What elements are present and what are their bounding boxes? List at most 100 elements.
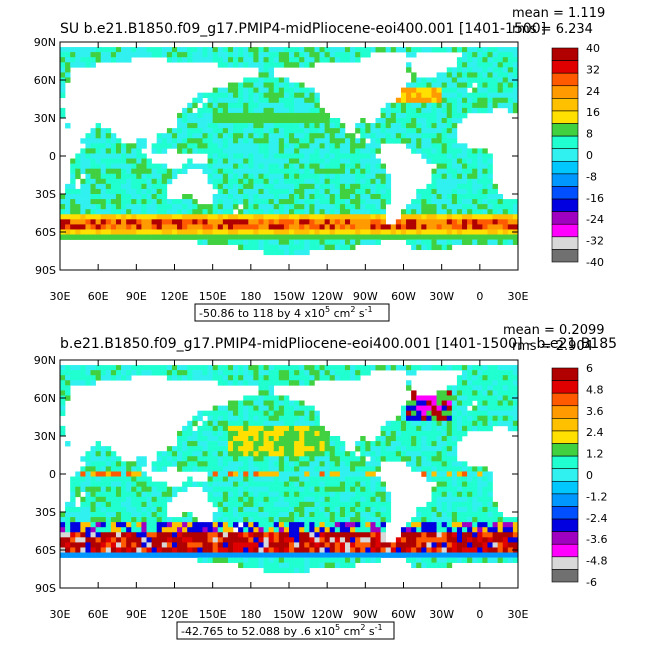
map-cell xyxy=(487,375,493,381)
map-cell xyxy=(268,456,275,462)
map-cell xyxy=(227,466,234,472)
map-cell xyxy=(385,128,392,134)
map-cell xyxy=(446,385,453,391)
map-cell xyxy=(222,471,229,477)
map-cell xyxy=(441,461,448,467)
map-cell xyxy=(390,112,397,119)
map-cell xyxy=(294,133,300,139)
map-cell xyxy=(512,219,519,225)
map-cell xyxy=(289,229,295,235)
map-cell xyxy=(380,178,386,185)
map-cell xyxy=(329,527,336,533)
map-cell xyxy=(507,420,514,427)
map-cell xyxy=(156,456,163,462)
map-cell xyxy=(482,385,488,391)
map-cell xyxy=(263,97,269,104)
map-cell xyxy=(207,214,213,220)
map-cell xyxy=(115,214,122,220)
map-cell xyxy=(278,107,285,114)
map-cell xyxy=(472,415,478,422)
map-cell xyxy=(329,491,336,498)
map-cell xyxy=(304,118,310,124)
map-cell xyxy=(390,547,397,553)
map-cell xyxy=(431,415,437,422)
map-cell xyxy=(151,219,157,225)
map-cell xyxy=(207,107,213,114)
map-cell xyxy=(451,118,458,124)
map-cell xyxy=(263,87,269,93)
map-cell xyxy=(385,430,392,437)
map-cell xyxy=(289,82,295,88)
map-cell xyxy=(462,506,468,513)
map-cell xyxy=(278,420,285,427)
map-cell xyxy=(365,123,371,129)
map-cell xyxy=(462,188,468,195)
map-cell xyxy=(487,390,493,396)
map-cell xyxy=(289,405,295,411)
map-cell xyxy=(482,219,488,225)
map-cell xyxy=(263,219,269,225)
map-cell xyxy=(126,173,132,180)
map-cell xyxy=(253,178,259,185)
map-cell xyxy=(477,466,483,472)
map-cell xyxy=(334,466,341,472)
map-cell xyxy=(278,188,285,195)
y-tick-label: 90N xyxy=(34,36,56,49)
map-cell xyxy=(105,456,112,462)
map-cell xyxy=(217,415,224,422)
map-cell xyxy=(299,380,305,386)
map-cell xyxy=(477,168,483,175)
map-cell xyxy=(436,128,442,134)
map-cell xyxy=(370,451,376,457)
map-cell xyxy=(146,219,152,225)
map-cell xyxy=(90,370,96,376)
map-cell xyxy=(294,188,300,195)
map-cell xyxy=(146,491,152,498)
map-cell xyxy=(100,506,107,513)
map-cell xyxy=(344,163,351,169)
map-cell xyxy=(100,148,107,154)
map-cell xyxy=(90,547,96,553)
map-cell xyxy=(492,204,498,210)
map-cell xyxy=(75,522,81,528)
map-cell xyxy=(329,219,336,225)
map-cell xyxy=(222,143,229,149)
map-cell xyxy=(411,451,417,457)
map-cell xyxy=(136,234,142,240)
map-cell xyxy=(85,47,91,53)
map-cell xyxy=(502,410,509,417)
map-cell xyxy=(289,420,295,427)
map-cell xyxy=(258,153,264,159)
map-cell xyxy=(319,476,325,482)
map-cell xyxy=(217,47,224,53)
map-cell xyxy=(85,370,91,376)
map-cell xyxy=(212,128,219,134)
map-cell xyxy=(253,405,259,411)
map-cell xyxy=(121,512,127,518)
map-cell xyxy=(431,224,437,230)
map-cell xyxy=(197,148,203,154)
map-cell xyxy=(177,229,183,235)
map-cell xyxy=(233,446,239,452)
map-cell xyxy=(436,547,442,553)
map-cell xyxy=(217,224,224,230)
map-cell xyxy=(207,97,213,104)
map-cell xyxy=(238,133,244,139)
map-cell xyxy=(319,133,325,139)
map-cell xyxy=(95,138,102,144)
map-cell xyxy=(426,244,432,251)
map-cell xyxy=(263,118,269,124)
map-cell xyxy=(197,552,203,558)
map-cell xyxy=(217,229,224,235)
map-cell xyxy=(421,365,427,371)
map-cell xyxy=(497,395,504,401)
map-cell xyxy=(90,219,96,225)
map-cell xyxy=(451,481,458,487)
map-cell xyxy=(273,219,280,225)
map-cell xyxy=(441,420,448,427)
map-cell xyxy=(75,506,81,513)
map-cell xyxy=(436,471,442,477)
map-cell xyxy=(334,123,341,129)
map-cell xyxy=(467,163,473,169)
map-cell xyxy=(110,47,117,53)
